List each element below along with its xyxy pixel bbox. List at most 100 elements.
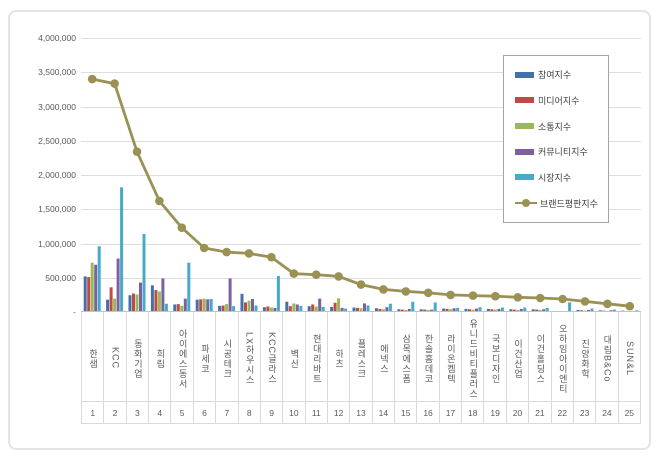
bar-소통지수 — [113, 298, 117, 312]
line-marker — [401, 287, 411, 296]
bar-참여지수 — [285, 301, 289, 312]
bar-커뮤니티지수 — [228, 278, 232, 312]
category-column: 대림B&Co 24 — [595, 312, 618, 423]
rank-label: 6 — [193, 401, 216, 423]
line-marker — [199, 243, 209, 253]
bar-미디어지수 — [288, 306, 292, 312]
line-marker — [87, 74, 97, 84]
legend-label: 시장지수 — [538, 172, 572, 183]
gridline — [81, 209, 641, 211]
bar-시장지수 — [321, 306, 325, 312]
y-tick-label: 4,000,000 — [38, 33, 76, 43]
gridline — [81, 140, 641, 142]
rank-label: 15 — [395, 401, 417, 423]
category-label: 국보디자인 — [490, 333, 500, 384]
category-column: 한샘 1 — [81, 312, 104, 423]
bar-커뮤니티지수 — [385, 307, 389, 312]
bar-참여지수 — [442, 308, 446, 312]
legend-item: 커뮤니티지수 — [515, 145, 606, 158]
legend-item: 참여지수 — [515, 68, 606, 81]
category-label: LX하우시스 — [244, 331, 254, 385]
line-marker — [356, 280, 366, 289]
bar-미디어지수 — [356, 307, 359, 312]
line-marker — [155, 196, 164, 206]
bar-소통지수 — [426, 309, 430, 312]
bar-시장지수 — [209, 298, 213, 312]
bar-소통지수 — [135, 294, 139, 312]
category-label: 벽산 — [289, 348, 299, 369]
bar-참여지수 — [262, 307, 266, 312]
category-column: 파세코 6 — [192, 312, 216, 423]
bar-소통지수 — [449, 309, 453, 312]
bar-시장지수 — [254, 305, 258, 312]
bar-시장지수 — [433, 302, 437, 312]
bar-소통지수 — [225, 304, 229, 312]
bar-소통지수 — [157, 291, 161, 312]
rank-label: 19 — [484, 401, 506, 423]
category-column: 하츠 12 — [326, 312, 350, 423]
rank-label: 2 — [104, 401, 126, 423]
bar-참여지수 — [83, 276, 87, 312]
bar-시장지수 — [164, 303, 168, 312]
bar-참여지수 — [576, 309, 580, 312]
y-tick-label: 500,000 — [45, 272, 76, 283]
bar-미디어지수 — [423, 309, 427, 312]
line-marker — [446, 290, 455, 300]
y-tick-label: 2,000,000 — [38, 170, 76, 180]
bar-미디어지수 — [244, 302, 247, 312]
bar-커뮤니티지수 — [340, 307, 344, 312]
bar-커뮤니티지수 — [295, 304, 299, 312]
category-label: SUN&L — [624, 340, 634, 376]
bar-시장지수 — [545, 307, 549, 312]
legend-item: 브랜드평판지수 — [515, 197, 606, 210]
rank-label: 22 — [551, 401, 573, 423]
bar-미디어지수 — [468, 309, 471, 312]
rank-label: 24 — [596, 401, 618, 423]
category-label: 삼목에스폼 — [401, 333, 411, 384]
bar-커뮤니티지수 — [161, 278, 165, 312]
category-label: KCC글라스 — [267, 332, 277, 385]
rank-label: 7 — [216, 401, 238, 423]
category-label: 대림B&Co — [602, 334, 612, 383]
category-label: 하츠 — [334, 348, 344, 369]
bar-소통지수 — [269, 307, 273, 312]
line-marker — [423, 288, 433, 298]
category-label: 오하임아이엔티 — [557, 323, 567, 394]
category-column: 진양화학 23 — [572, 312, 596, 423]
gridline — [81, 277, 641, 279]
legend-label: 참여지수 — [538, 70, 572, 81]
bar-소통지수 — [314, 306, 318, 312]
line-marker — [267, 252, 276, 262]
bar-커뮤니티지수 — [139, 282, 142, 312]
bar-소통지수 — [292, 303, 296, 312]
bar-시장지수 — [276, 276, 280, 312]
bar-시장지수 — [142, 233, 146, 312]
category-column: 플레스크 13 — [349, 312, 372, 423]
bar-커뮤니티지수 — [116, 258, 120, 312]
legend: 참여지수 미디어지수 소통지수 커뮤니티지수 시장지수 브랜드평판지수 — [503, 55, 609, 223]
bar-미디어지수 — [333, 302, 337, 312]
category-column: 희림 4 — [148, 312, 171, 423]
bar-미디어지수 — [490, 309, 494, 312]
bar-커뮤니티지수 — [94, 264, 98, 312]
legend-label: 브랜드평판지수 — [540, 198, 598, 209]
bar-소통지수 — [516, 309, 520, 312]
category-column: 이건산업 20 — [505, 312, 529, 423]
category-label: 시공테크 — [222, 338, 232, 379]
category-column: KCC 2 — [103, 312, 126, 423]
legend-label: 커뮤니티지수 — [538, 147, 588, 158]
bar-미디어지수 — [154, 290, 158, 312]
line-marker — [513, 293, 523, 302]
bar-커뮤니티지수 — [407, 308, 411, 312]
y-tick-label: 1,000,000 — [38, 238, 76, 249]
bar-미디어지수 — [266, 306, 270, 312]
bar-소통지수 — [202, 298, 206, 312]
bar-미디어지수 — [535, 309, 539, 312]
bar-소통지수 — [381, 309, 385, 312]
category-label: 아이에스동서 — [177, 328, 187, 389]
bar-시장지수 — [120, 187, 124, 312]
category-column: LX하우시스 8 — [237, 312, 260, 423]
category-column: 아이에스동서 5 — [170, 312, 193, 423]
bar-미디어지수 — [87, 277, 91, 312]
plot-area — [81, 74, 641, 312]
